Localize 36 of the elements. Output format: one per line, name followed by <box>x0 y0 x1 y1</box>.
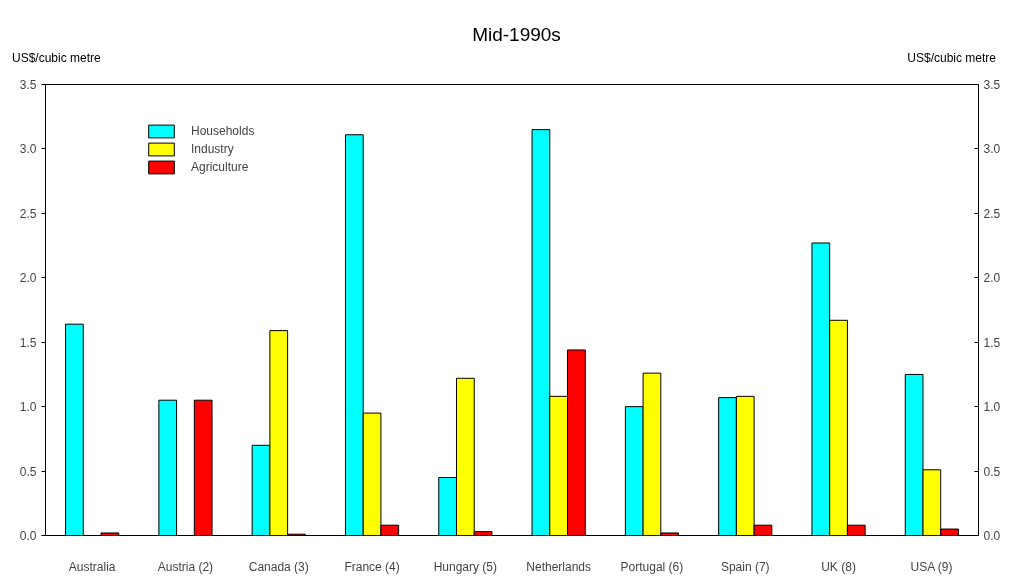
legend-label: Industry <box>191 142 234 156</box>
x-tick-label: Canada (3) <box>248 559 309 574</box>
bar <box>193 399 213 536</box>
y-axis-title: US$/cubic metre <box>12 50 101 67</box>
y-tick-label: 2.5 <box>19 206 37 221</box>
y2-axis-title: US$/cubic metre <box>907 50 996 67</box>
x-tick-label: Hungary (5) <box>433 559 498 574</box>
y-tick-label: 0.5 <box>19 464 37 479</box>
y-tick-label: 2.0 <box>19 271 37 286</box>
x-tick-label: France (4) <box>344 559 400 574</box>
legend-label: Households <box>191 124 255 138</box>
y-tick-label: 0.0 <box>19 529 37 543</box>
y2-tick-label: 1.5 <box>983 335 1001 350</box>
x-tick-label: Australia <box>68 559 116 574</box>
y-tick-label: 3.0 <box>19 142 37 157</box>
bar <box>65 323 84 536</box>
bar <box>158 399 178 536</box>
y2-tick-label: 2.0 <box>983 271 1001 286</box>
chart-title: Mid-1990s <box>472 23 561 47</box>
x-tick-label: Netherlands <box>526 559 592 574</box>
y2-tick-label: 0.5 <box>983 464 1001 479</box>
y2-tick-label: 3.0 <box>983 142 1001 157</box>
y2-tick-label: 1.0 <box>983 400 1001 415</box>
bar <box>100 532 120 536</box>
x-tick-label: Spain (7) <box>720 559 770 574</box>
y-tick-label: 1.5 <box>19 335 37 350</box>
y-tick-label: 1.0 <box>19 400 37 415</box>
legend-label: Agriculture <box>191 160 249 174</box>
y2-tick-label: 2.5 <box>983 206 1001 221</box>
y2-tick-label: 3.5 <box>983 78 1001 92</box>
x-tick-label: Portugal (6) <box>620 559 684 574</box>
x-tick-label: USA (9) <box>910 559 953 574</box>
x-tick-label: UK (8) <box>821 559 856 574</box>
y2-tick-label: 0.0 <box>983 529 1001 543</box>
x-tick-label: Austria (2) <box>157 559 214 574</box>
y-tick-label: 3.5 <box>19 78 37 92</box>
